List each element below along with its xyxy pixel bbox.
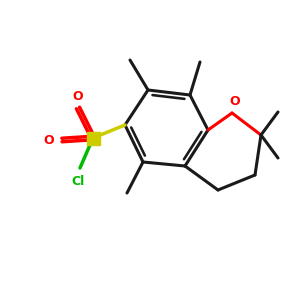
Text: O: O [73,90,83,103]
Text: O: O [44,134,54,146]
Text: Cl: Cl [71,175,85,188]
Bar [86,131,100,145]
Text: O: O [230,95,240,108]
